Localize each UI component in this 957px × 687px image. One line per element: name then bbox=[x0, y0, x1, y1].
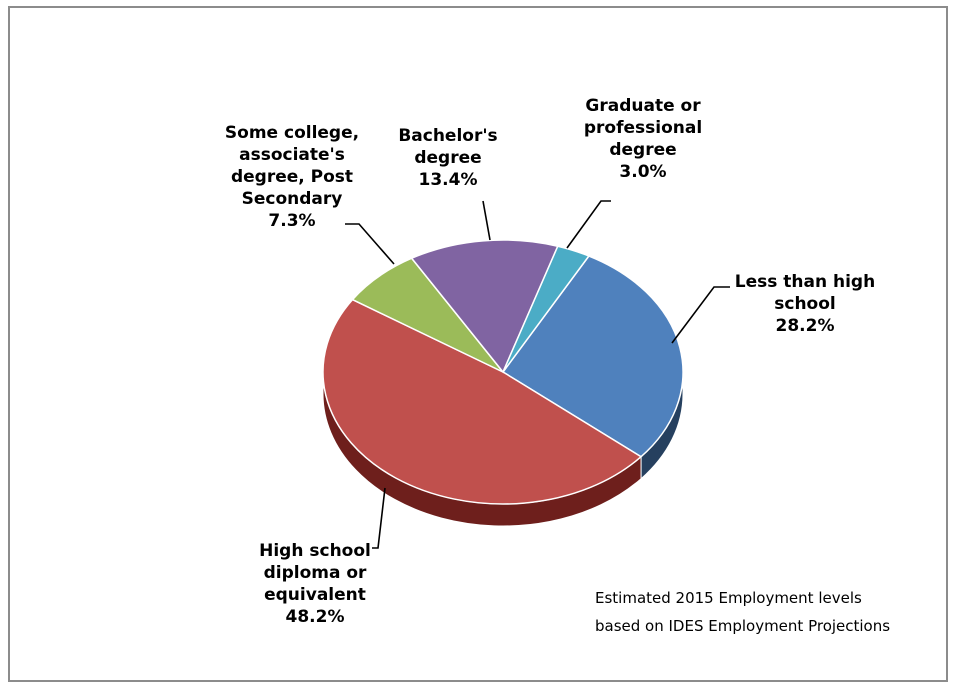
slice-label-line-4-2: degree bbox=[609, 140, 676, 160]
annotation-line-1: Estimated 2015 Employment levels bbox=[595, 589, 862, 607]
slice-label-line-2-0: Some college, bbox=[225, 123, 359, 143]
leader-line-4 bbox=[566, 200, 611, 249]
pie-slice-0 bbox=[501, 255, 684, 458]
slice-label-line-3-1: degree bbox=[414, 148, 481, 168]
slice-label-line-4-1: professional bbox=[584, 118, 702, 138]
slice-label-line-1-1: diploma or bbox=[264, 563, 367, 583]
slice-label-4: Graduate or professional degree 3.0% bbox=[584, 96, 702, 182]
slice-value-1: 48.2% bbox=[286, 607, 345, 627]
slice-label-3: Bachelor's degree 13.4% bbox=[398, 126, 497, 190]
leader-line-0 bbox=[671, 286, 730, 344]
slice-label-line-2-1: associate's bbox=[239, 145, 345, 165]
pie-slice-1 bbox=[322, 298, 643, 505]
pie-slice-3 bbox=[410, 239, 559, 374]
slice-label-line-0-1: school bbox=[774, 294, 835, 314]
pie-slices bbox=[322, 239, 684, 505]
slice-value-4: 3.0% bbox=[619, 162, 666, 182]
slice-labels: Less than high school 28.2% High school dipl… bbox=[225, 96, 875, 627]
slice-label-line-4-0: Graduate or bbox=[585, 96, 701, 116]
slice-value-2: 7.3% bbox=[268, 211, 315, 231]
slice-label-1: High school diploma or equivalent 48.2% bbox=[259, 541, 371, 627]
leader-lines bbox=[345, 200, 730, 549]
slice-label-line-2-2: degree, Post bbox=[231, 167, 353, 187]
slice-label-line-1-2: equivalent bbox=[264, 585, 366, 605]
slice-value-3: 13.4% bbox=[419, 170, 478, 190]
leader-line-1 bbox=[372, 487, 386, 549]
pie-slice-4 bbox=[502, 245, 591, 373]
slice-label-line-2-3: Secondary bbox=[242, 189, 343, 209]
slice-label-line-3-0: Bachelor's bbox=[398, 126, 497, 146]
slice-label-2: Some college, associate's degree, Post Seco… bbox=[225, 123, 359, 231]
leader-line-2 bbox=[345, 223, 395, 265]
slice-label-line-0-0: Less than high bbox=[735, 272, 875, 292]
leader-line-3 bbox=[482, 200, 491, 241]
annotation: Estimated 2015 Employment levels based o… bbox=[595, 589, 890, 635]
slice-label-0: Less than high school 28.2% bbox=[735, 272, 875, 336]
slice-value-0: 28.2% bbox=[776, 316, 835, 336]
slice-label-line-1-0: High school bbox=[259, 541, 371, 561]
annotation-line-2: based on IDES Employment Projections bbox=[595, 617, 890, 635]
